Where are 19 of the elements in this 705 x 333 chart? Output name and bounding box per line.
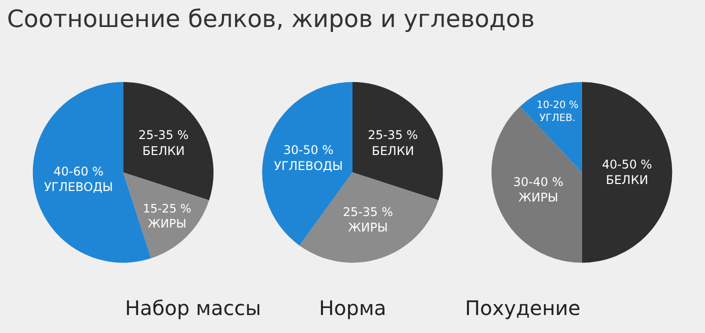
- slice-label: 25-35 % ЖИРЫ: [342, 205, 393, 235]
- pie-slice: [352, 82, 443, 200]
- slice-label: 25-35 % БЕЛКИ: [368, 128, 418, 158]
- pie-slice: [520, 82, 582, 172]
- slice-label: 30-40 % ЖИРЫ: [513, 174, 564, 204]
- pie-slice: [123, 172, 210, 258]
- text: Набор массы: [125, 296, 262, 320]
- slice-label: 25-35 % БЕЛКИ: [138, 128, 189, 158]
- slice-label: 40-50 % БЕЛКИ: [602, 158, 652, 188]
- pie-slice: [582, 82, 672, 263]
- text: Соотношение белков, жиров и углеводов: [7, 4, 535, 33]
- pie-slice: [299, 172, 438, 263]
- slice-label: 15-25 % ЖИРЫ: [142, 202, 192, 231]
- slice-label: 40-60 % УГЛЕВОДЫ: [44, 164, 113, 194]
- slice-label: 30-50 % УГЛЕВОДЫ: [274, 143, 343, 173]
- text: Похудение: [465, 296, 580, 320]
- slice-label: 10-20 % УГЛЕВ.: [536, 100, 578, 124]
- pie-slice: [123, 82, 214, 200]
- text: Норма: [319, 296, 386, 320]
